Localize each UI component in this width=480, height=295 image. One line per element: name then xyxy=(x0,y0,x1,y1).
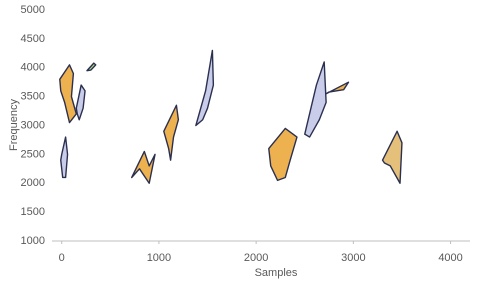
y-tick-label: 1000 xyxy=(21,235,45,247)
y-tick-label: 3000 xyxy=(21,119,45,131)
x-tick-label: 2000 xyxy=(244,252,268,264)
y-tick-label: 2500 xyxy=(21,148,45,160)
x-tick-label: 3000 xyxy=(341,252,365,264)
y-axis-label: Frequency xyxy=(8,99,20,151)
blob xyxy=(86,62,97,72)
x-tick-label: 4000 xyxy=(438,252,462,264)
blob xyxy=(195,49,215,127)
x-tick-label: 0 xyxy=(59,252,65,264)
blob xyxy=(75,84,86,121)
x-axis-label: Samples xyxy=(255,267,298,279)
y-tick-label: 5000 xyxy=(21,4,45,16)
x-tick-label: 1000 xyxy=(147,252,171,264)
y-tick-label: 4500 xyxy=(21,33,45,45)
blob xyxy=(304,61,327,138)
y-tick-label: 3500 xyxy=(21,91,45,103)
blob xyxy=(268,127,298,182)
y-tick-label: 1500 xyxy=(21,206,45,218)
blob xyxy=(381,130,403,184)
y-tick-label: 4000 xyxy=(21,62,45,74)
blob xyxy=(59,64,78,124)
y-tick-label: 2000 xyxy=(21,177,45,189)
blob xyxy=(325,81,350,95)
blob xyxy=(131,150,156,184)
blob xyxy=(163,104,180,161)
blob xyxy=(60,136,69,179)
